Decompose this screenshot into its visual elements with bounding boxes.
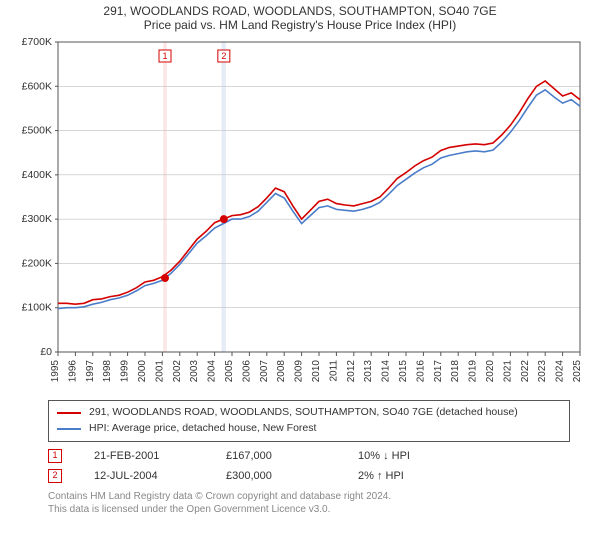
svg-text:2020: 2020 xyxy=(485,360,496,383)
svg-text:2: 2 xyxy=(221,51,226,61)
svg-text:£600K: £600K xyxy=(22,80,52,92)
svg-text:1997: 1997 xyxy=(85,360,96,383)
svg-text:2014: 2014 xyxy=(381,360,392,383)
chart-title: 291, WOODLANDS ROAD, WOODLANDS, SOUTHAMP… xyxy=(10,4,590,18)
event-marker-box: 2 xyxy=(48,469,62,483)
svg-text:2011: 2011 xyxy=(328,360,339,382)
event-date: 21-FEB-2001 xyxy=(94,450,194,462)
svg-text:2016: 2016 xyxy=(415,360,426,383)
svg-text:2015: 2015 xyxy=(398,360,409,383)
svg-text:£500K: £500K xyxy=(22,125,52,137)
svg-text:2025: 2025 xyxy=(572,360,583,383)
legend-label: 291, WOODLANDS ROAD, WOODLANDS, SOUTHAMP… xyxy=(89,405,518,421)
svg-text:1999: 1999 xyxy=(120,360,131,383)
svg-text:£700K: £700K xyxy=(22,36,52,48)
svg-text:2006: 2006 xyxy=(241,360,252,383)
svg-text:2023: 2023 xyxy=(537,360,548,383)
chart-container: 291, WOODLANDS ROAD, WOODLANDS, SOUTHAMP… xyxy=(0,0,600,517)
svg-text:1998: 1998 xyxy=(102,360,113,383)
svg-text:£200K: £200K xyxy=(22,257,52,269)
svg-text:2003: 2003 xyxy=(189,360,200,383)
svg-text:2010: 2010 xyxy=(311,360,322,383)
svg-text:1995: 1995 xyxy=(50,360,61,383)
credits-line: This data is licensed under the Open Gov… xyxy=(48,503,570,517)
legend: 291, WOODLANDS ROAD, WOODLANDS, SOUTHAMP… xyxy=(48,400,570,442)
event-delta: 10% ↓ HPI xyxy=(358,450,458,462)
event-row: 1 21-FEB-2001 £167,000 10% ↓ HPI xyxy=(48,446,570,466)
svg-text:2007: 2007 xyxy=(259,360,270,383)
svg-text:2004: 2004 xyxy=(207,360,218,383)
event-price: £300,000 xyxy=(226,470,326,482)
svg-text:£0: £0 xyxy=(40,346,52,358)
svg-text:2022: 2022 xyxy=(520,360,531,383)
event-marker-box: 1 xyxy=(48,449,62,463)
svg-text:£100K: £100K xyxy=(22,302,52,314)
svg-text:2017: 2017 xyxy=(433,360,444,383)
svg-text:2018: 2018 xyxy=(450,360,461,383)
svg-text:2008: 2008 xyxy=(276,360,287,383)
svg-text:2002: 2002 xyxy=(172,360,183,383)
plot-area: £0 £100K £200K £300K £400K £500K £600K £700K 199… xyxy=(10,34,590,394)
event-row: 2 12-JUL-2004 £300,000 2% ↑ HPI xyxy=(48,466,570,486)
legend-item: 291, WOODLANDS ROAD, WOODLANDS, SOUTHAMP… xyxy=(57,405,561,421)
credits-line: Contains HM Land Registry data © Crown c… xyxy=(48,490,570,504)
svg-text:1: 1 xyxy=(163,51,168,61)
events-table: 1 21-FEB-2001 £167,000 10% ↓ HPI 2 12-JU… xyxy=(48,446,570,486)
svg-text:2024: 2024 xyxy=(555,360,566,383)
svg-text:2021: 2021 xyxy=(502,360,513,383)
legend-item: HPI: Average price, detached house, New … xyxy=(57,421,561,437)
svg-text:2005: 2005 xyxy=(224,360,235,383)
svg-text:2001: 2001 xyxy=(154,360,165,383)
svg-text:2009: 2009 xyxy=(294,360,305,383)
legend-swatch xyxy=(57,412,81,414)
svg-text:2012: 2012 xyxy=(346,360,357,383)
event-price: £167,000 xyxy=(226,450,326,462)
svg-text:2000: 2000 xyxy=(137,360,148,383)
svg-text:1996: 1996 xyxy=(67,360,78,383)
svg-text:£300K: £300K xyxy=(22,213,52,225)
svg-text:2019: 2019 xyxy=(468,360,479,383)
svg-text:£400K: £400K xyxy=(22,169,52,181)
chart-titles: 291, WOODLANDS ROAD, WOODLANDS, SOUTHAMP… xyxy=(0,0,600,34)
line-chart-svg: £0 £100K £200K £300K £400K £500K £600K £700K 199… xyxy=(10,34,590,394)
event-delta: 2% ↑ HPI xyxy=(358,470,458,482)
credits: Contains HM Land Registry data © Crown c… xyxy=(48,490,570,517)
legend-swatch xyxy=(57,428,81,430)
chart-subtitle: Price paid vs. HM Land Registry's House … xyxy=(10,18,590,32)
legend-label: HPI: Average price, detached house, New … xyxy=(89,421,316,437)
svg-text:2013: 2013 xyxy=(363,360,374,383)
event-date: 12-JUL-2004 xyxy=(94,470,194,482)
